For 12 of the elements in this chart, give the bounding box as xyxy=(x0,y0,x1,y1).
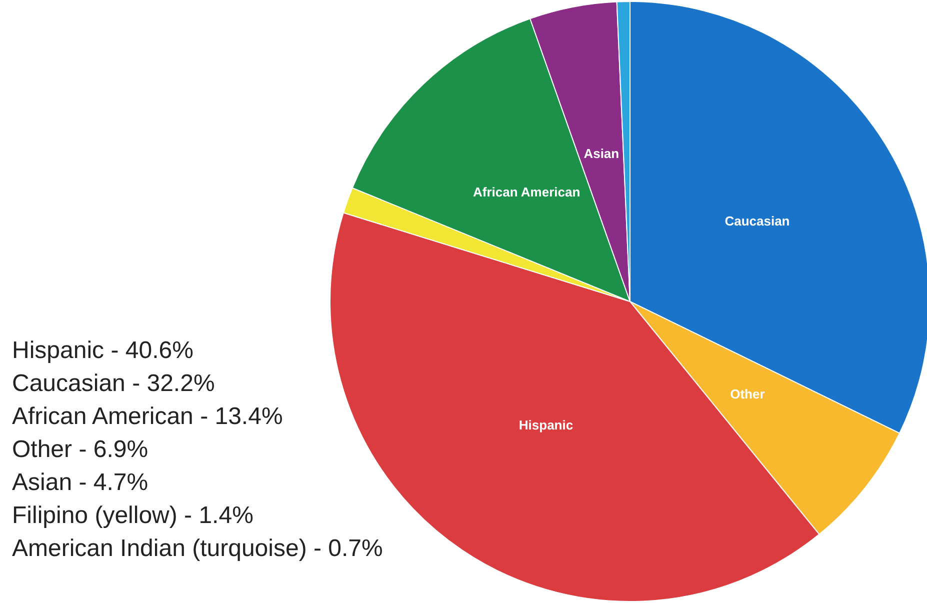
slice-label: Asian xyxy=(584,146,620,161)
text: American Indian (turquoise) - 0.7% xyxy=(12,534,383,564)
text: Hispanic - 40.6% xyxy=(12,336,194,366)
slice-label: Other xyxy=(730,386,765,402)
text: Other - 6.9% xyxy=(12,435,150,465)
slice-label: African American xyxy=(472,184,580,200)
text: Filipino (yellow) - 1.4% xyxy=(12,501,254,531)
text: African American - 13.4% xyxy=(12,402,284,432)
text: Caucasian - 32.2% xyxy=(12,369,216,399)
slice-label: Hispanic xyxy=(518,417,574,432)
text: Asian - 4.7% xyxy=(12,468,150,498)
slice-label: Caucasian xyxy=(724,214,790,229)
